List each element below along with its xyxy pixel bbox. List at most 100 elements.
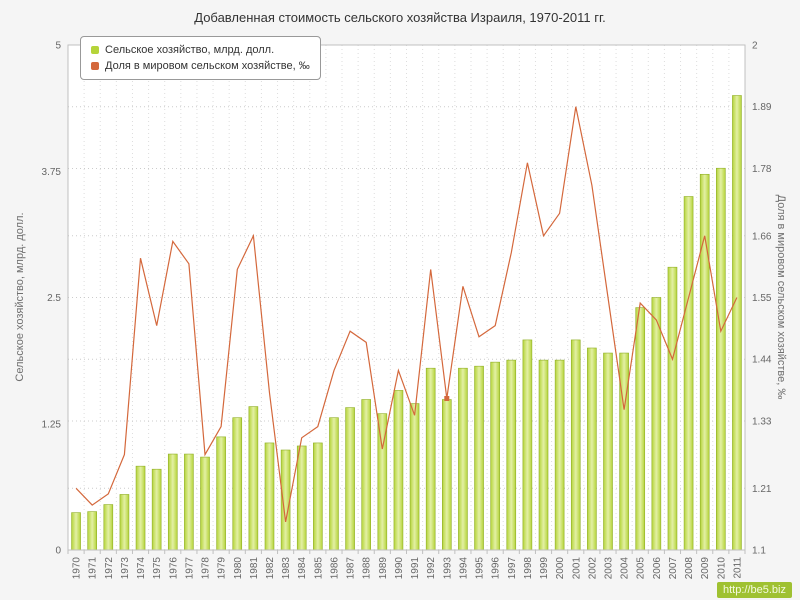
bar-1990 [393,390,404,551]
x-tick-label-1986: 1986 [329,557,340,580]
world-share-line [75,106,738,523]
bar-2001 [570,339,581,551]
bar-2004 [619,352,629,551]
bar-1995 [474,365,484,551]
x-tick-label-1993: 1993 [442,557,453,580]
x-tick-label-2009: 2009 [700,557,711,580]
bar-1979 [216,436,226,551]
right-axis-title: Доля в мировом сельском хозяйстве, ‰ [775,194,787,400]
x-tick-label-1970: 1970 [72,557,83,580]
right-tick-label-1.66: 1.66 [752,231,772,242]
bar-series-swatch-icon [91,46,99,54]
x-tick-label-2000: 2000 [555,557,566,580]
chart-title: Добавленная стоимость сельского хозяйств… [194,10,606,25]
bar-1976 [167,453,178,551]
left-tick-label-1.25: 1.25 [42,419,62,430]
x-tick-label-1973: 1973 [120,557,131,580]
x-tick-label-1982: 1982 [265,557,276,580]
x-tick-label-2005: 2005 [636,557,647,580]
left-tick-label-3.75: 3.75 [42,167,62,178]
bar-1984 [296,445,307,551]
x-tick-label-1988: 1988 [362,557,373,580]
x-tick-label-1981: 1981 [249,557,260,580]
bar-1975 [151,468,162,551]
x-tick-label-1987: 1987 [346,557,357,580]
right-tick-label-1.44: 1.44 [752,355,772,366]
bar-1970 [71,512,81,551]
bar-1988 [361,399,372,551]
x-tick-label-1976: 1976 [168,557,179,580]
x-tick-label-1972: 1972 [104,557,115,580]
bar-2011 [732,95,742,551]
x-tick-label-1985: 1985 [313,557,324,580]
bar-2005 [635,307,646,551]
x-tick-label-2003: 2003 [603,557,614,580]
left-tick-label-5: 5 [55,41,61,52]
bar-1971 [87,511,97,551]
x-tick-label-2011: 2011 [732,557,743,579]
bar-1996 [490,361,500,551]
bar-1978 [200,456,210,551]
bar-2008 [683,196,694,551]
bar-2007 [667,266,678,551]
x-tick-label-2008: 2008 [684,557,695,580]
x-tick-label-1977: 1977 [184,557,195,580]
bar-1994 [458,367,468,551]
bar-1999 [538,359,549,551]
right-tick-label-1.89: 1.89 [752,102,772,113]
bar-1997 [506,359,517,551]
right-tick-label-1.1: 1.1 [752,546,766,557]
bar-2002 [587,347,597,551]
bar-2006 [651,297,662,551]
x-tick-label-2010: 2010 [716,557,727,580]
bar-1986 [329,417,339,551]
x-tick-label-2004: 2004 [620,557,631,580]
x-tick-label-1992: 1992 [426,557,437,580]
x-tick-label-2001: 2001 [571,557,582,580]
right-tick-label-1.78: 1.78 [752,164,772,175]
x-tick-label-2002: 2002 [587,557,598,580]
right-tick-label-1.55: 1.55 [752,293,772,304]
legend-item-agriculture[interactable]: Сельское хозяйство, млрд. долл. [91,42,310,58]
x-tick-label-1995: 1995 [475,557,486,580]
x-tick-label-2007: 2007 [668,557,679,580]
x-tick-label-1991: 1991 [410,557,421,580]
bar-1980 [232,417,243,551]
bar-1987 [345,407,355,551]
line-marker-1993 [444,396,450,401]
right-tick-label-2: 2 [752,41,758,52]
legend: Сельское хозяйство, млрд. долл. Доля в м… [80,36,321,80]
bar-1974 [135,465,146,551]
x-tick-label-1997: 1997 [507,557,518,580]
bar-2003 [603,352,613,551]
bar-2010 [716,167,726,551]
watermark-link[interactable]: http://be5.biz [717,582,792,598]
bar-2009 [699,173,710,551]
x-tick-label-1984: 1984 [297,557,308,580]
bar-1993 [441,399,452,551]
bar-1991 [409,403,420,551]
x-tick-label-1978: 1978 [201,557,212,580]
x-tick-label-1990: 1990 [394,557,405,580]
x-tick-label-1989: 1989 [378,557,389,580]
bar-1992 [425,367,436,551]
x-tick-label-1974: 1974 [136,557,147,580]
left-tick-label-2.5: 2.5 [47,293,61,304]
bar-1985 [313,442,323,551]
right-tick-label-1.33: 1.33 [752,416,772,427]
right-tick-label-1.21: 1.21 [752,484,772,495]
x-tick-label-2006: 2006 [652,557,663,580]
x-tick-label-1971: 1971 [88,557,99,580]
bar-1972 [103,504,114,551]
x-tick-label-1975: 1975 [152,557,163,580]
bar-1982 [264,442,275,551]
left-axis-title: Сельское хозяйство, млрд. долл. [14,212,26,382]
x-tick-label-1980: 1980 [233,557,244,580]
legend-label-world-share: Доля в мировом сельском хозяйстве, ‰ [105,60,310,72]
legend-item-world-share[interactable]: Доля в мировом сельском хозяйстве, ‰ [91,58,310,74]
bar-2000 [554,359,565,551]
bar-1973 [119,494,130,551]
x-tick-label-1998: 1998 [523,557,534,580]
